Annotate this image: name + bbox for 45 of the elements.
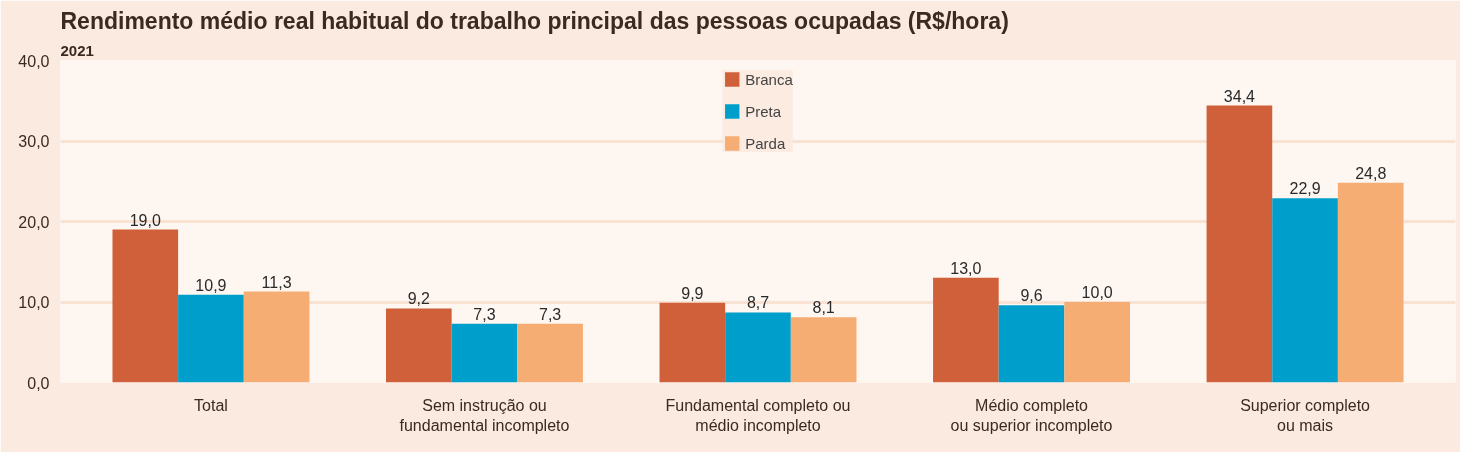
data-label: 8,1: [812, 299, 835, 317]
data-label: 9,6: [1020, 287, 1043, 305]
bar: [1272, 198, 1338, 383]
bar: [243, 291, 310, 383]
x-tick-label: Total: [194, 396, 228, 414]
data-label: 10,0: [1081, 284, 1113, 301]
bar: [1206, 105, 1273, 383]
bar: [725, 312, 791, 383]
data-label: 19,0: [129, 211, 161, 229]
y-tick-label: 0,0: [27, 374, 50, 392]
data-label: 9,9: [681, 284, 704, 302]
bar: [517, 323, 583, 383]
x-tick-label: Médio completo ou superior incompleto: [950, 396, 1113, 434]
x-tick-label: Fundamental completo ou médio incompleto: [665, 396, 851, 434]
y-tick-label: 10,0: [18, 294, 50, 311]
legend-label: Parda: [745, 134, 786, 152]
chart-subtitle: 2021: [60, 41, 94, 59]
bar: [1337, 182, 1404, 383]
bar: [178, 294, 244, 383]
bar: [451, 323, 518, 383]
x-tick-label: Superior completo ou mais: [1240, 396, 1371, 434]
chart-title: Rendimento médio real habitual do trabalho principal das pessoas ocupadas (R$/hora): [60, 7, 1009, 34]
y-tick-label: 40,0: [18, 52, 50, 70]
bar: [112, 229, 179, 383]
data-label: 34,4: [1223, 87, 1256, 105]
bar: [790, 317, 857, 383]
data-label: 8,7: [746, 294, 770, 312]
legend-label: Preta: [745, 102, 782, 120]
bar: [659, 302, 726, 383]
y-tick-label: 30,0: [18, 133, 50, 150]
data-label: 9,2: [407, 290, 431, 308]
data-label: 10,9: [195, 276, 227, 294]
legend-label: Branca: [745, 70, 793, 88]
data-label: 24,8: [1355, 164, 1387, 182]
bar: [933, 277, 999, 383]
bar: [386, 308, 452, 383]
bar: [1064, 302, 1130, 383]
data-label: 22,9: [1289, 180, 1321, 198]
data-label: 7,3: [473, 305, 496, 323]
y-tick-label: 20,0: [18, 213, 50, 231]
data-label: 7,3: [539, 305, 562, 323]
x-tick-label: Sem instrução ou fundamental incompleto: [399, 396, 570, 434]
data-label: 11,3: [261, 273, 292, 291]
bar: [998, 305, 1065, 383]
data-label: 13,0: [950, 259, 982, 277]
